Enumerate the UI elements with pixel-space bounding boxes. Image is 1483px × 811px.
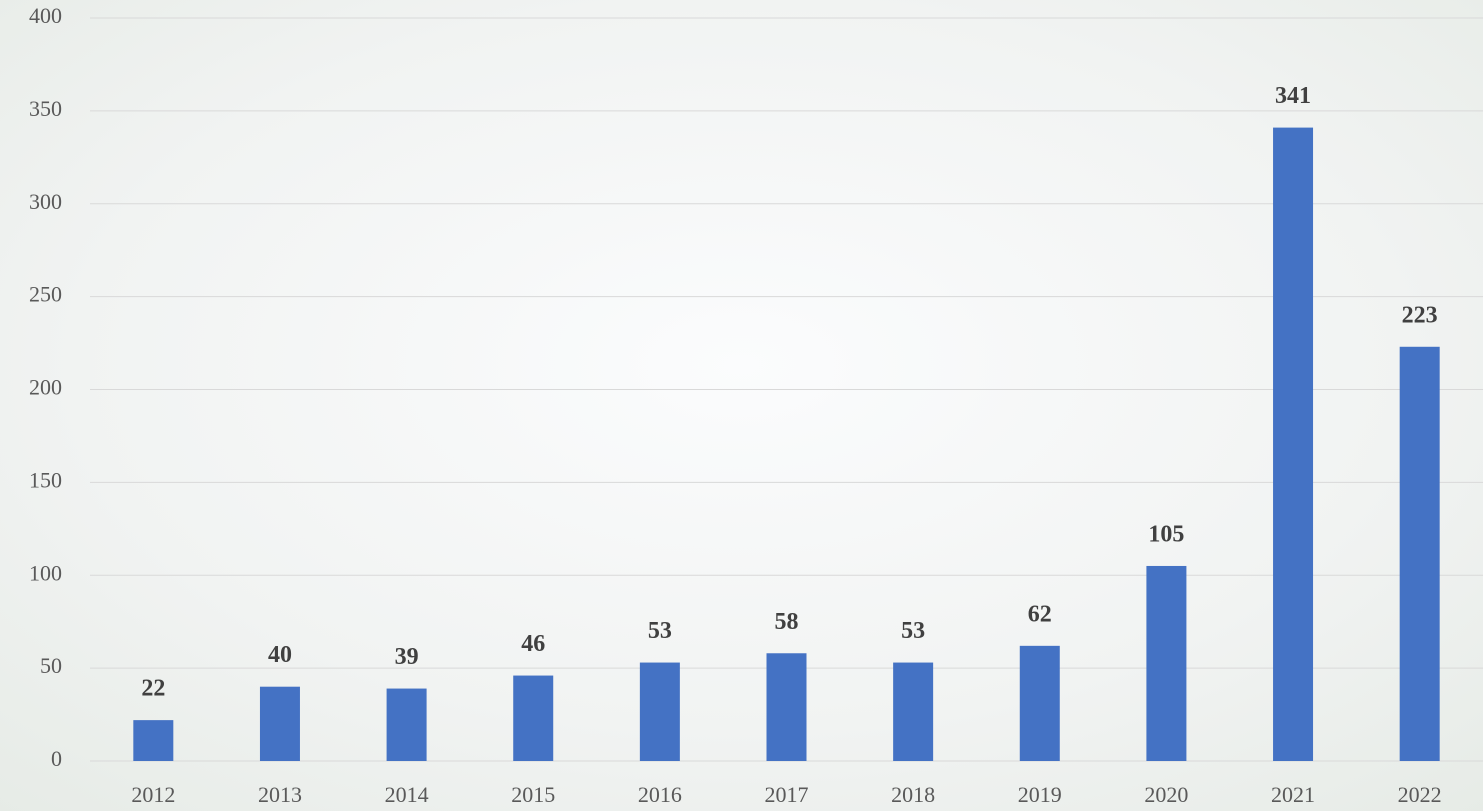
bar [259,686,300,761]
x-tick-label: 2015 [511,782,555,807]
data-label: 105 [1148,521,1184,547]
x-tick-label: 2016 [638,782,682,807]
data-label: 58 [775,609,799,635]
bar [639,662,680,761]
data-label: 53 [648,618,672,644]
data-label: 62 [1028,601,1052,627]
x-tick-label: 2014 [385,782,429,807]
data-label: 46 [521,631,545,657]
y-tick-label: 200 [29,375,62,400]
x-tick-label: 2019 [1018,782,1062,807]
bar [1273,127,1314,761]
y-tick-label: 100 [29,560,62,585]
data-label: 22 [141,676,165,702]
bar [766,653,807,761]
x-tick-label: 2013 [258,782,302,807]
bar [1146,565,1187,761]
bar [1019,645,1060,761]
y-tick-label: 50 [40,653,62,678]
data-label: 53 [901,618,925,644]
bar [1399,346,1440,761]
x-tick-label: 2017 [765,782,809,807]
bar [893,662,934,761]
y-tick-label: 350 [29,96,62,121]
x-tick-label: 2018 [891,782,935,807]
y-tick-label: 300 [29,189,62,214]
y-tick-label: 250 [29,282,62,307]
bar [513,675,554,761]
bar [386,688,427,761]
x-tick-label: 2021 [1271,782,1315,807]
y-tick-label: 0 [51,746,62,771]
data-label: 39 [395,644,419,670]
x-tick-label: 2022 [1398,782,1442,807]
y-tick-label: 150 [29,467,62,492]
x-tick-label: 2020 [1144,782,1188,807]
data-label: 223 [1402,302,1438,328]
data-label: 40 [268,642,292,668]
bar [133,720,174,761]
y-tick-label: 400 [29,3,62,28]
x-tick-label: 2012 [131,782,175,807]
data-label: 341 [1275,83,1311,109]
